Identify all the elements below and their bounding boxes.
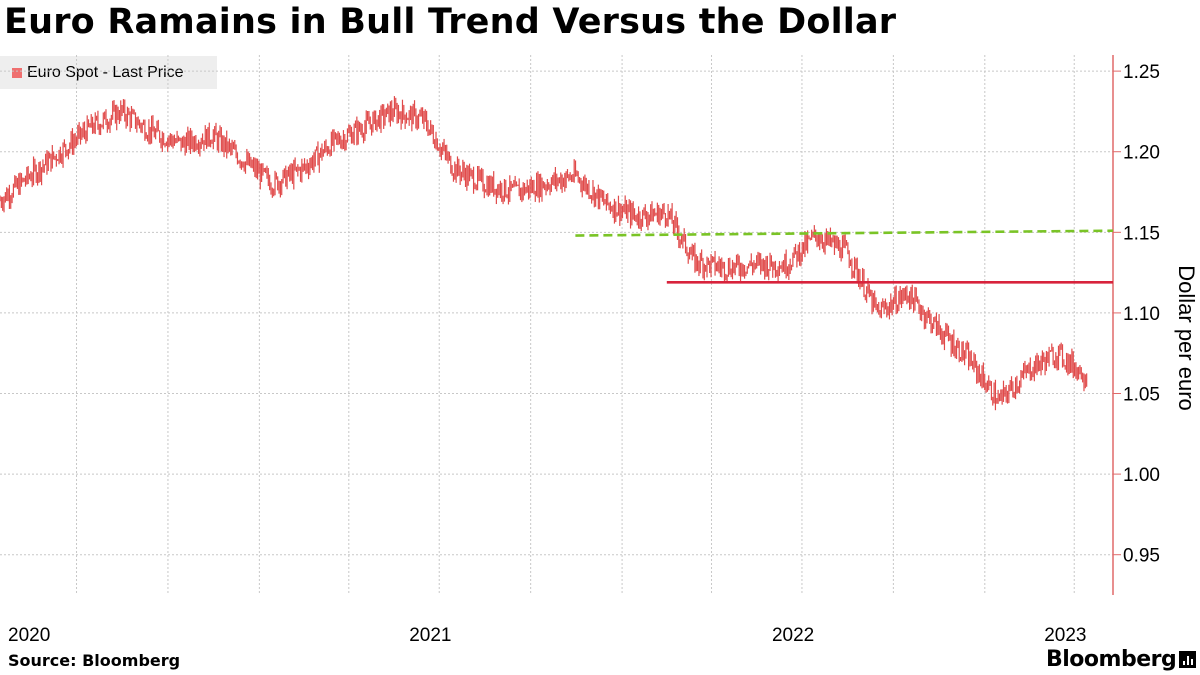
x-tick-label: 2022 <box>772 625 814 646</box>
legend: Euro Spot - Last Price <box>0 56 217 89</box>
y-tick-label: 0.95 <box>1123 546 1160 567</box>
y-tick-label: 1.10 <box>1123 304 1160 325</box>
legend-swatch <box>12 67 22 78</box>
y-tick-label: 1.20 <box>1123 143 1160 164</box>
source-note: Source: Bloomberg <box>8 651 181 670</box>
bloomberg-bars-icon <box>1179 651 1196 668</box>
x-tick-label: 2020 <box>8 625 50 646</box>
chart-title: Euro Ramains in Bull Trend Versus the Do… <box>4 2 897 42</box>
y-tick-label: 1.05 <box>1123 385 1160 406</box>
price-series <box>0 96 1088 411</box>
bloomberg-logo: Bloomberg <box>1046 647 1177 672</box>
y-axis-label: Dollar per euro <box>1174 265 1199 411</box>
legend-label: Euro Spot - Last Price <box>27 63 184 81</box>
x-tick-label: 2023 <box>1044 625 1086 646</box>
green-resistance-line <box>575 229 1114 237</box>
y-tick-label: 1.00 <box>1123 465 1160 486</box>
y-tick-label: 1.15 <box>1123 223 1160 244</box>
y-tick-label: 1.25 <box>1123 62 1160 83</box>
x-tick-label: 2021 <box>409 625 451 646</box>
